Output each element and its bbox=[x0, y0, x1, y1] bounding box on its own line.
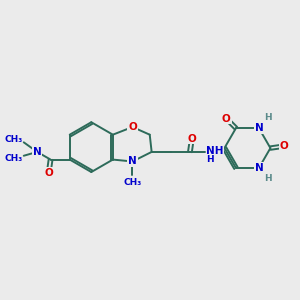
Text: CH₃: CH₃ bbox=[123, 178, 142, 187]
Text: O: O bbox=[279, 141, 288, 151]
Text: O: O bbox=[188, 134, 196, 143]
Text: N: N bbox=[128, 157, 137, 166]
Text: H: H bbox=[206, 155, 214, 164]
Text: N: N bbox=[254, 123, 263, 133]
Text: H: H bbox=[264, 174, 271, 183]
Text: H: H bbox=[264, 113, 271, 122]
Text: NH: NH bbox=[206, 146, 224, 156]
Text: CH₃: CH₃ bbox=[4, 154, 23, 163]
Text: O: O bbox=[222, 114, 231, 124]
Text: O: O bbox=[44, 168, 53, 178]
Text: N: N bbox=[33, 147, 42, 157]
Text: CH₃: CH₃ bbox=[4, 135, 23, 144]
Text: O: O bbox=[128, 122, 137, 132]
Text: N: N bbox=[254, 163, 263, 173]
